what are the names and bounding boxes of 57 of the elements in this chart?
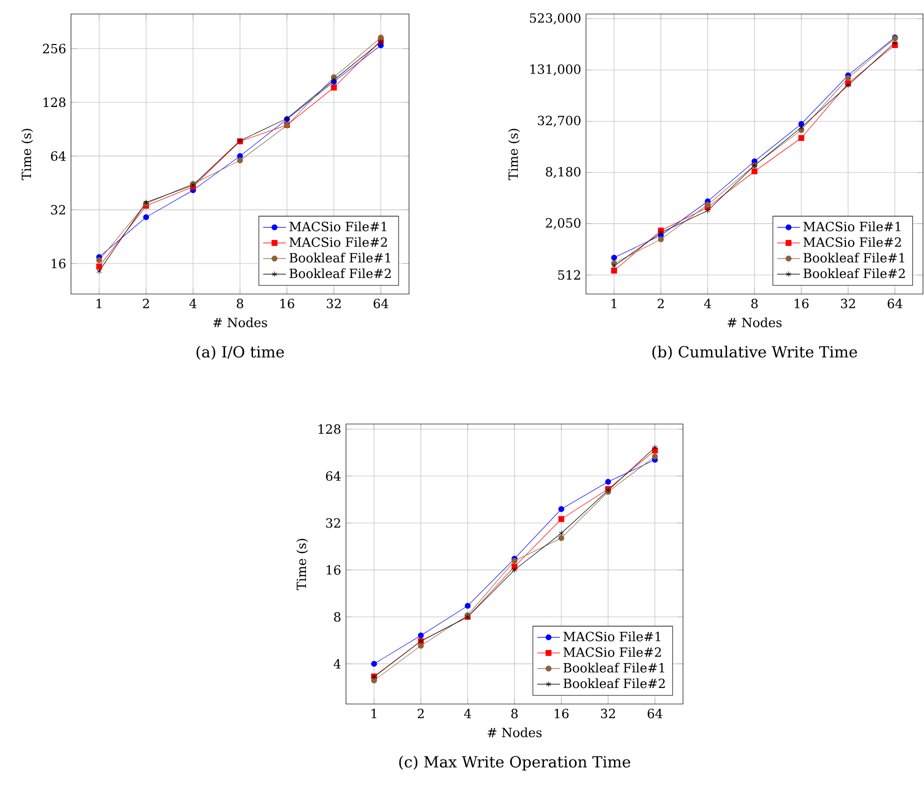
legend-label: Bookleaf File#2 — [564, 678, 665, 688]
x-tick-label: 32 — [841, 298, 855, 308]
x-tick-label: 4 — [189, 298, 196, 308]
y-tick-label: 16 — [52, 258, 66, 268]
x-tick-label: 8 — [751, 298, 758, 308]
y-tick-label: 4 — [334, 659, 341, 669]
legend-label: MACSio File#1 — [563, 632, 660, 642]
y-tick-label: 8,180 — [546, 166, 580, 178]
x-tick-label: 2 — [142, 298, 149, 308]
y-tick-label: 32 — [51, 205, 66, 215]
x-tick-label: 8 — [511, 708, 518, 718]
x-axis-title: # Nodes — [213, 317, 268, 328]
x-axis-title: # Nodes — [488, 727, 542, 738]
y-tick-label: 128 — [318, 424, 340, 434]
y-tick-label: 8 — [334, 612, 340, 622]
x-tick-label: 1 — [372, 708, 376, 718]
legend-label: MACSio File#2 — [289, 237, 387, 247]
y-tick-label: 512 — [558, 270, 580, 280]
x-tick-label: 1 — [612, 298, 616, 308]
text: (a) I/O time — [196, 346, 284, 360]
legend-label: Bookleaf File#1 — [290, 252, 390, 263]
legend-label: Bookleaf File#2 — [804, 268, 905, 278]
legend-label: MACSio File#2 — [803, 237, 901, 247]
x-tick-label: 32 — [601, 708, 615, 718]
x-tick-label: 64 — [648, 708, 662, 718]
legend-label: Bookleaf File#1 — [804, 252, 904, 263]
y-tick-label: 523,000 — [530, 13, 580, 24]
y-tick-label: 131,000 — [530, 64, 580, 76]
y-tick-label: 32,700 — [538, 116, 580, 127]
x-axis-title: # Nodes — [728, 317, 782, 328]
y-axis-title: Time (s) — [21, 128, 33, 180]
legend-label: Bookleaf File#2 — [290, 268, 391, 278]
y-tick-label: 64 — [51, 151, 66, 161]
legend-label: MACSio File#1 — [803, 222, 900, 232]
x-tick-label: 64 — [374, 298, 388, 308]
x-tick-label: 4 — [704, 298, 712, 308]
x-tick-label: 64 — [888, 298, 902, 308]
x-tick-label: 4 — [464, 708, 472, 718]
x-tick-label: 8 — [236, 298, 244, 308]
legend-label: MACSio File#2 — [563, 647, 661, 657]
y-tick-label: 256 — [42, 44, 66, 54]
y-tick-label: 2,050 — [546, 218, 580, 230]
y-tick-label: 16 — [326, 565, 340, 575]
y-tick-label: 64 — [326, 471, 341, 481]
x-tick-label: 16 — [794, 298, 809, 308]
x-tick-label: 1 — [96, 298, 102, 308]
y-axis-title: Time (s) — [508, 128, 520, 180]
text: (b) Cumulative Write Time — [652, 346, 857, 360]
legend-label: Bookleaf File#1 — [564, 662, 664, 673]
x-tick-label: 2 — [658, 298, 664, 308]
text: (c) Max Write Operation Time — [399, 756, 630, 771]
y-tick-label: 128 — [44, 98, 66, 108]
legend-label: MACSio File#1 — [289, 222, 386, 232]
x-tick-label: 16 — [280, 298, 294, 308]
y-axis-title: Time (s) — [296, 538, 308, 590]
x-tick-label: 2 — [418, 708, 424, 718]
y-tick-label: 32 — [326, 518, 340, 528]
